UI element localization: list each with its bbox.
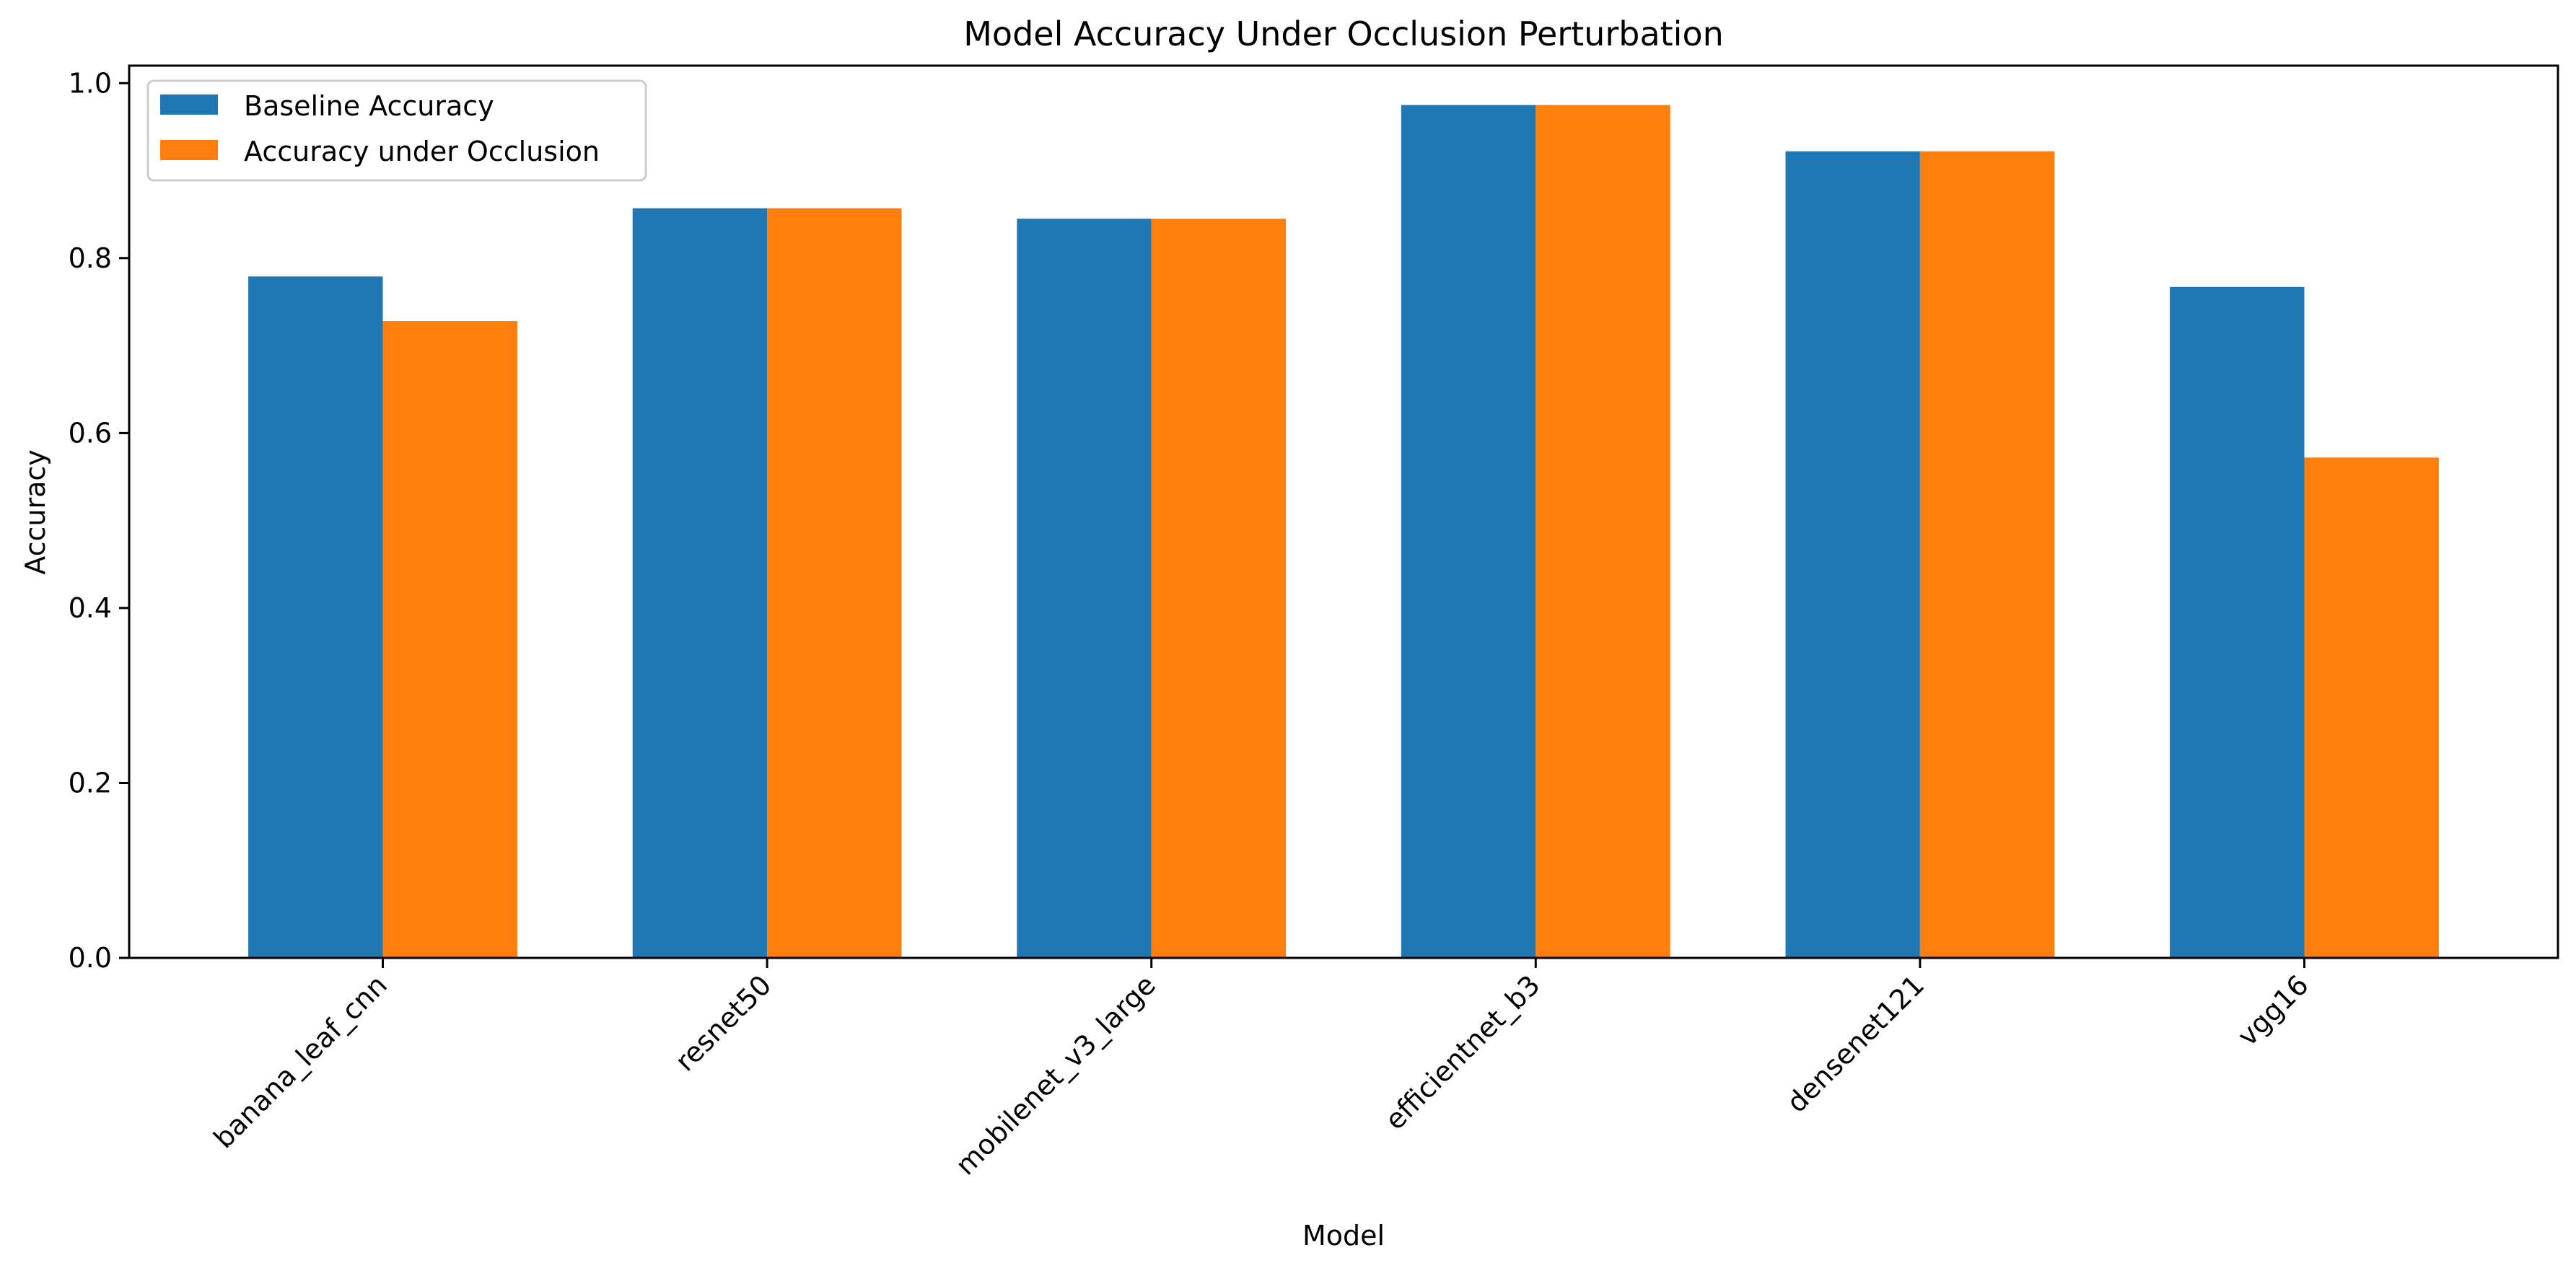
legend: Baseline Accuracy Accuracy under Occlusi… (146, 79, 647, 182)
y-tick-label: 0.4 (69, 592, 112, 624)
bar-baseline-densenet121 (1785, 151, 1920, 958)
bar-baseline-banana_leaf_cnn (248, 276, 383, 958)
bars-layer (248, 105, 2439, 959)
y-tick-label: 0.6 (69, 417, 112, 449)
bar-baseline-vgg16 (2170, 286, 2305, 958)
y-tick-label: 0.2 (69, 767, 112, 799)
y-tick-label: 1.0 (69, 67, 112, 99)
legend-label-baseline: Baseline Accuracy (244, 90, 494, 122)
bar-baseline-efficientnet_b3 (1401, 105, 1536, 959)
bar-occlusion-vgg16 (2304, 457, 2439, 958)
legend-swatch-baseline (160, 94, 218, 115)
y-tick-label: 0.8 (69, 242, 112, 274)
bar-occlusion-efficientnet_b3 (1535, 105, 1670, 959)
bar-occlusion-banana_leaf_cnn (382, 321, 517, 959)
chart-title: Model Accuracy Under Occlusion Perturbat… (963, 14, 1724, 53)
x-axis-label: Model (1302, 1220, 1385, 1251)
bar-baseline-resnet50 (632, 208, 768, 959)
bar-occlusion-mobilenet_v3_large (1151, 219, 1287, 959)
legend-swatch-occlusion (160, 140, 218, 160)
bar-baseline-mobilenet_v3_large (1017, 219, 1152, 959)
bar-occlusion-resnet50 (767, 208, 902, 959)
bar-occlusion-densenet121 (1919, 151, 2055, 958)
y-tick-label: 0.0 (69, 942, 112, 974)
legend-box (146, 79, 647, 182)
y-axis: 0.0 0.2 0.4 0.6 0.8 1.0 (69, 67, 129, 974)
legend-label-occlusion: Accuracy under Occlusion (244, 136, 600, 167)
plot-frame (128, 64, 2559, 959)
y-axis-label: Accuracy (19, 449, 51, 575)
